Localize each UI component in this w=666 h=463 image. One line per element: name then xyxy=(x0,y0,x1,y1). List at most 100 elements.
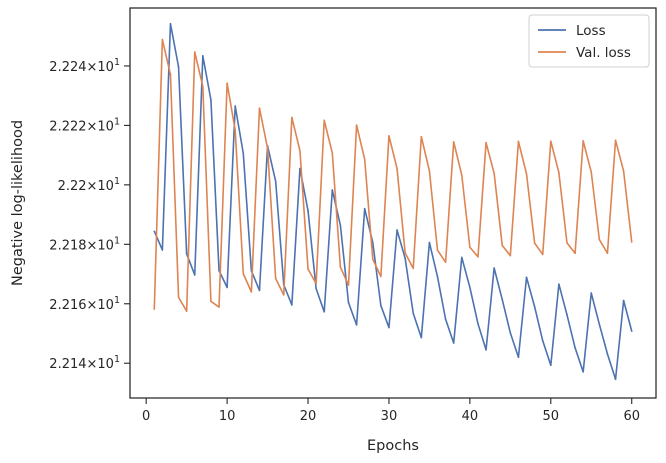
data-point-val-loss xyxy=(541,253,544,256)
x-tick-label: 60 xyxy=(623,409,640,424)
data-point-val-loss xyxy=(347,284,350,286)
data-point-val-loss xyxy=(404,252,406,254)
y-tick-label: 2.216×101 xyxy=(49,295,120,313)
data-point-loss xyxy=(347,301,350,304)
data-point-val-loss xyxy=(291,116,293,119)
data-point-loss xyxy=(396,229,398,231)
data-point-loss xyxy=(444,318,447,321)
data-point-loss xyxy=(193,274,196,276)
data-point-loss xyxy=(436,275,439,278)
x-axis-title: Epochs xyxy=(367,438,419,454)
data-point-loss xyxy=(169,22,172,25)
y-tick-exponent: 1 xyxy=(114,116,120,127)
data-point-val-loss xyxy=(242,272,245,275)
y-tick-label: 2.222×101 xyxy=(49,116,120,134)
legend-label: Loss xyxy=(576,23,606,39)
data-point-val-loss xyxy=(444,261,447,263)
data-point-loss xyxy=(226,286,228,289)
data-point-val-loss xyxy=(339,266,342,269)
data-point-val-loss xyxy=(501,244,504,247)
data-point-val-loss xyxy=(477,255,479,258)
data-point-loss xyxy=(218,269,220,272)
data-point-loss xyxy=(582,371,584,373)
data-point-loss xyxy=(371,241,374,244)
data-point-val-loss xyxy=(388,135,390,137)
y-tick-mantissa: 2.22 xyxy=(58,179,87,194)
y-tick-mantissa: 2.214 xyxy=(49,357,86,372)
x-tick-label: 20 xyxy=(300,409,317,424)
data-point-val-loss xyxy=(363,158,366,161)
data-point-val-loss xyxy=(558,171,560,174)
data-point-loss xyxy=(541,339,544,342)
data-point-val-loss xyxy=(412,267,415,270)
data-point-loss xyxy=(598,323,601,326)
data-point-loss xyxy=(412,312,415,315)
data-point-loss xyxy=(363,207,366,210)
x-tick-label: 0 xyxy=(142,409,150,424)
y-axis-title: Negative log-likelihood xyxy=(10,120,26,286)
data-point-val-loss xyxy=(396,167,398,170)
data-point-val-loss xyxy=(185,310,188,313)
data-point-val-loss xyxy=(331,152,334,154)
series-line-val-loss xyxy=(153,38,633,313)
data-point-loss xyxy=(630,330,633,332)
data-point-loss xyxy=(420,336,423,339)
data-point-val-loss xyxy=(436,249,439,252)
y-tick-times: ×10 xyxy=(87,298,114,313)
series-line-loss xyxy=(153,22,633,381)
x-tick-label: 50 xyxy=(543,409,560,424)
data-point-val-loss xyxy=(210,300,212,303)
data-point-val-loss xyxy=(274,277,277,280)
data-point-loss xyxy=(485,349,487,351)
y-tick-exponent: 1 xyxy=(114,354,120,365)
data-point-loss xyxy=(566,313,568,316)
y-tick-mantissa: 2.218 xyxy=(49,238,86,253)
data-point-loss xyxy=(274,180,277,183)
data-point-val-loss xyxy=(590,171,593,173)
data-point-val-loss xyxy=(460,174,463,176)
data-point-loss xyxy=(590,292,593,294)
data-point-val-loss xyxy=(630,241,633,243)
data-point-loss xyxy=(210,99,212,101)
data-point-loss xyxy=(452,342,455,344)
y-tick-label: 2.22×101 xyxy=(58,176,120,194)
data-point-loss xyxy=(202,55,204,57)
data-point-loss xyxy=(574,346,576,349)
data-point-loss xyxy=(606,353,609,355)
data-point-loss xyxy=(234,105,236,107)
y-tick-times: ×10 xyxy=(87,179,114,194)
data-point-loss xyxy=(428,241,431,244)
data-point-val-loss xyxy=(266,147,269,150)
data-point-val-loss xyxy=(582,140,584,142)
data-point-val-loss xyxy=(420,135,423,138)
data-point-val-loss xyxy=(517,140,520,143)
data-point-loss xyxy=(380,304,382,307)
y-tick-times: ×10 xyxy=(87,119,114,134)
data-point-val-loss xyxy=(250,291,253,293)
data-point-loss xyxy=(501,298,504,301)
y-tick-exponent: 1 xyxy=(114,295,120,306)
data-point-val-loss xyxy=(509,254,512,257)
data-point-val-loss xyxy=(161,38,164,41)
data-point-val-loss xyxy=(202,85,204,88)
legend-label: Val. loss xyxy=(576,45,631,61)
data-point-val-loss xyxy=(371,258,374,260)
y-tick-mantissa: 2.222 xyxy=(49,119,86,134)
y-tick-label: 2.214×101 xyxy=(49,354,120,372)
data-point-loss xyxy=(517,356,520,359)
data-point-loss xyxy=(185,253,188,255)
data-point-loss xyxy=(307,209,309,212)
data-point-val-loss xyxy=(380,275,382,278)
data-point-val-loss xyxy=(323,119,326,122)
data-point-val-loss xyxy=(299,149,301,152)
data-point-val-loss xyxy=(452,140,455,143)
data-point-loss xyxy=(258,289,261,292)
y-tick-label: 2.218×101 xyxy=(49,235,120,253)
data-point-val-loss xyxy=(606,252,609,255)
y-tick-mantissa: 2.216 xyxy=(49,298,86,313)
data-point-val-loss xyxy=(177,296,180,299)
data-point-loss xyxy=(509,332,512,334)
data-point-loss xyxy=(331,189,334,191)
data-point-val-loss xyxy=(574,252,576,255)
y-tick-exponent: 1 xyxy=(114,176,120,187)
